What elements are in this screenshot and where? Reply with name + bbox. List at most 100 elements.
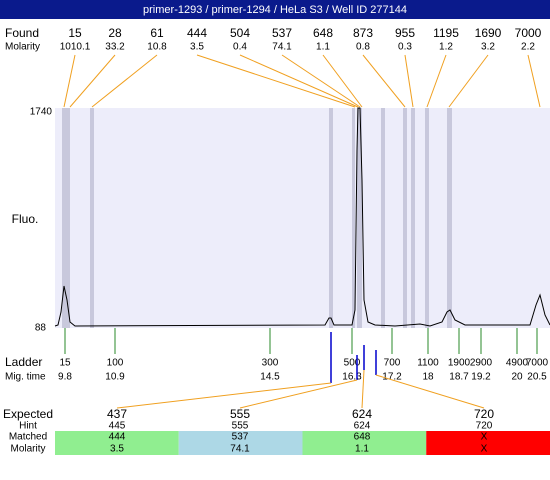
peak-connector [196,54,356,108]
matched-molarity: 1.1 [355,444,369,455]
expected-size: 555 [230,407,250,421]
ladder-time: 20 [511,372,523,383]
molarity-row-label: Molarity [10,444,45,455]
matched-size: 444 [109,432,126,443]
title-bar [0,0,550,19]
ladder-size: 700 [384,358,401,369]
plot-area [55,108,550,328]
found-size: 955 [395,26,415,40]
peak-band [403,108,407,328]
ladder-size: 1900 [448,358,471,369]
peak-connector [404,54,414,108]
ladder-time: 16.3 [342,372,362,383]
hint-size: 624 [354,421,371,432]
expected-size: 624 [352,407,372,421]
matched-size: 537 [232,432,249,443]
found-molarity: 1.1 [316,42,330,53]
match-box [426,431,550,455]
ladder-time: 18 [422,372,434,383]
peak-band [329,108,333,328]
peak-connector [527,54,541,108]
expected-connector [116,382,332,409]
ladder-size: 15 [59,358,71,369]
matched-molarity: 74.1 [230,444,250,455]
peak-band [62,108,70,328]
expected-size: 720 [474,407,494,421]
matched-size: X [481,432,488,443]
expected-connector [361,369,365,409]
match-box [178,431,303,455]
peak-connector [239,54,359,108]
ladder-time: 20.5 [527,372,547,383]
y-label: Fluo. [12,212,39,226]
found-molarity: 1010.1 [60,42,91,53]
peak-band [357,108,362,328]
found-molarity: 1.2 [439,42,453,53]
peak-band [90,108,94,328]
mig-time-label: Mig. time [5,372,46,383]
peak-band [352,108,355,328]
expected-label: Expected [3,407,53,421]
ladder-size: 500 [344,358,361,369]
found-molarity: 74.1 [272,42,292,53]
peak-connector [426,54,447,108]
found-molarity: 0.3 [398,42,412,53]
molarity-label: Molarity [5,42,40,53]
y-min: 88 [35,323,47,334]
found-molarity: 3.5 [190,42,204,53]
ladder-time: 14.5 [260,372,280,383]
matched-molarity: 3.5 [110,444,124,455]
found-size: 873 [353,26,373,40]
found-size: 444 [187,26,207,40]
expected-size: 437 [107,407,127,421]
found-molarity: 2.2 [521,42,535,53]
found-size: 15 [68,26,82,40]
found-size: 648 [313,26,333,40]
peak-connector [448,54,489,108]
ladder-size: 2900 [470,358,493,369]
match-box [55,431,179,455]
ladder-time: 19.2 [471,372,491,383]
ladder-size: 300 [262,358,279,369]
hint-label: Hint [19,421,37,432]
match-box [302,431,427,455]
found-molarity: 10.8 [147,42,167,53]
title: primer-1293 / primer-1294 / HeLa S3 / We… [143,4,407,16]
peak-band [381,108,385,328]
matched-size: 648 [354,432,371,443]
ladder-time: 18.7 [449,372,469,383]
peak-connector [362,54,406,108]
found-molarity: 0.8 [356,42,370,53]
peak-connector [63,54,76,108]
found-size: 1690 [475,26,502,40]
ladder-size: 4900 [506,358,529,369]
matched-molarity: X [481,444,488,455]
found-molarity: 33.2 [105,42,125,53]
ladder-time: 10.9 [105,372,125,383]
hint-size: 555 [232,421,249,432]
hint-size: 445 [109,421,126,432]
expected-connector [239,379,358,409]
peak-connector [91,54,158,108]
ladder-size: 7000 [526,358,549,369]
found-molarity: 0.4 [233,42,247,53]
found-size: 1195 [433,26,459,40]
peak-band [425,108,429,328]
peak-connector [322,54,363,108]
ladder-time: 9.8 [58,372,72,383]
ladder-label: Ladder [5,355,42,369]
trace [54,107,550,327]
ladder-size: 100 [107,358,124,369]
peak-band [447,108,452,328]
ladder-time: 17.2 [382,372,402,383]
matched-label: Matched [9,432,47,443]
found-label: Found [5,26,39,40]
ladder-size: 1100 [417,358,439,369]
found-molarity: 3.2 [481,42,495,53]
found-size: 28 [108,26,122,40]
hint-size: 720 [476,421,493,432]
peak-band [411,108,415,328]
found-size: 504 [230,26,250,40]
expected-connector [375,374,485,409]
